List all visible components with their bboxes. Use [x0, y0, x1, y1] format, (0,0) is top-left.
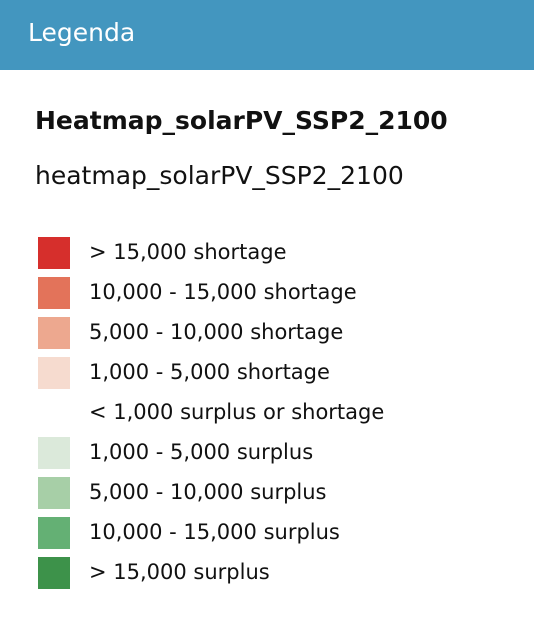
item-label: 5,000 - 10,000 shortage [89, 320, 344, 344]
item-label: 10,000 - 15,000 shortage [89, 280, 357, 304]
item-label: < 1,000 surplus or shortage [89, 400, 385, 424]
item-label: 1,000 - 5,000 shortage [89, 360, 330, 384]
color-swatch [38, 357, 70, 389]
color-swatch [38, 517, 70, 549]
color-swatch [38, 237, 70, 269]
layer-subtitle: heatmap_solarPV_SSP2_2100 [35, 161, 404, 190]
color-swatch [38, 437, 70, 469]
color-swatch [38, 317, 70, 349]
color-swatch [38, 277, 70, 309]
item-label: > 15,000 shortage [89, 240, 287, 264]
item-label: 5,000 - 10,000 surplus [89, 480, 327, 504]
color-swatch [38, 477, 70, 509]
item-label: > 15,000 surplus [89, 560, 270, 584]
legend-header: Legenda [0, 0, 534, 70]
item-label: 10,000 - 15,000 surplus [89, 520, 340, 544]
item-label: 1,000 - 5,000 surplus [89, 440, 314, 464]
layer-title: Heatmap_solarPV_SSP2_2100 [35, 106, 448, 135]
color-swatch [38, 557, 70, 589]
